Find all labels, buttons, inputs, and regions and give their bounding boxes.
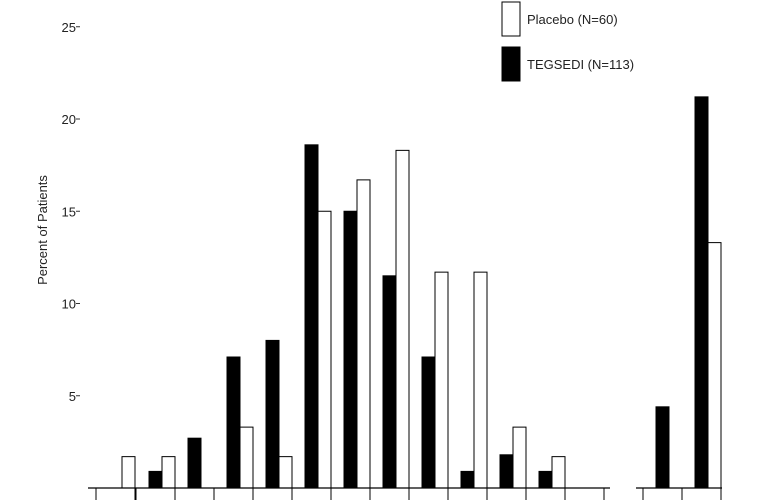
bar-tegsedi (382, 275, 397, 489)
bar-tegsedi (421, 356, 436, 489)
legend-tegsedi-label: TEGSEDI (N=113) (527, 57, 634, 72)
x-axis (88, 487, 722, 500)
legend-placebo-swatch (501, 1, 521, 37)
bar-tegsedi (460, 470, 475, 489)
bar-placebo (317, 210, 332, 489)
y-tick-label: 25 (62, 20, 76, 35)
y-tick-label: 15 (62, 204, 76, 219)
legend-placebo-label: Placebo (N=60) (527, 12, 618, 27)
bar-tegsedi (499, 454, 514, 489)
legend: Placebo (N=60) TEGSEDI (N=113) (501, 1, 634, 82)
bar-tegsedi (265, 339, 280, 489)
bar-tegsedi (226, 356, 241, 489)
bar-tegsedi (304, 144, 319, 489)
bars (121, 96, 722, 489)
y-tick-label: 20 (62, 112, 76, 127)
bar-placebo (707, 242, 722, 489)
bar-tegsedi (655, 406, 670, 489)
bar-placebo (356, 179, 371, 489)
bar-placebo (512, 426, 527, 489)
bar-placebo (239, 426, 254, 489)
legend-tegsedi-swatch (501, 46, 521, 82)
bar-placebo (434, 271, 449, 489)
bar-placebo (551, 456, 566, 489)
bar-tegsedi (538, 470, 553, 489)
bar-tegsedi (187, 437, 202, 489)
bar-tegsedi (343, 210, 358, 489)
bar-placebo (473, 271, 488, 489)
y-axis-label: Percent of Patients (35, 175, 50, 285)
bar-placebo (278, 456, 293, 489)
bar-tegsedi (148, 470, 163, 489)
y-tick-label: 10 (62, 297, 76, 312)
y-tick-label: 5 (69, 389, 76, 404)
bar-placebo (395, 149, 410, 489)
bar-placebo (161, 456, 176, 489)
y-axis: 5 10 15 20 25 (62, 20, 80, 404)
bar-tegsedi (694, 96, 709, 489)
bar-placebo (121, 456, 136, 489)
